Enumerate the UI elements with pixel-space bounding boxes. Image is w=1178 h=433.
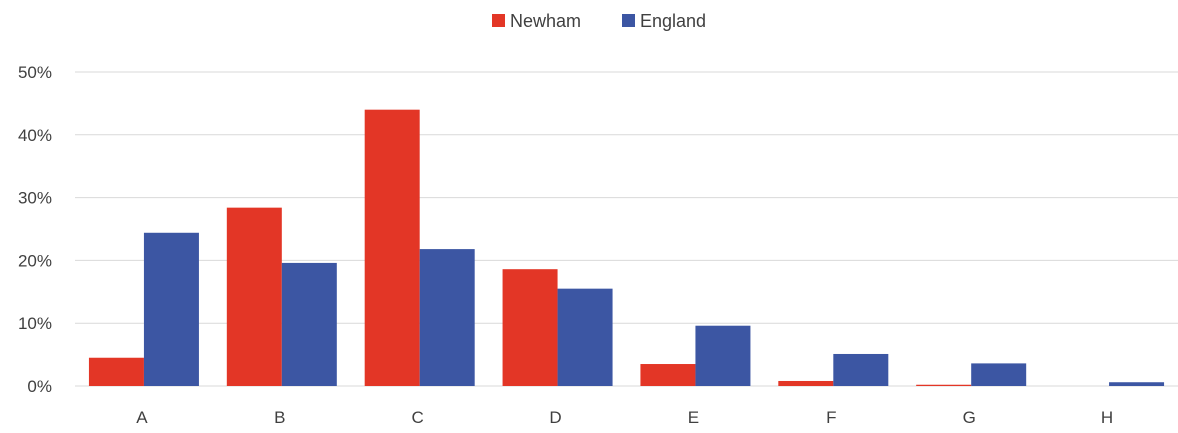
x-tick-label: F: [826, 408, 836, 427]
bar-england-a: [143, 232, 199, 386]
y-tick-label: 0%: [27, 377, 52, 396]
bar-newham-e: [640, 364, 696, 386]
legend: Newham England: [492, 11, 706, 31]
x-tick-label: B: [274, 408, 285, 427]
legend-swatch-england: [622, 14, 635, 27]
legend-label-england: England: [640, 11, 706, 31]
legend-swatch-newham: [492, 14, 505, 27]
bar-newham-f: [778, 380, 834, 386]
bar-england-e: [695, 325, 751, 386]
y-tick-label: 50%: [18, 63, 52, 82]
x-axis-ticks: A B C D E F G H: [136, 408, 1113, 427]
y-tick-label: 30%: [18, 189, 52, 208]
y-tick-label: 10%: [18, 314, 52, 333]
bar-england-b: [281, 262, 337, 386]
bar-england-d: [557, 288, 613, 386]
bar-newham-a: [88, 357, 144, 386]
x-tick-label: C: [412, 408, 424, 427]
y-tick-label: 40%: [18, 126, 52, 145]
x-tick-label: H: [1101, 408, 1113, 427]
bar-england-h: [1109, 382, 1165, 386]
bar-newham-d: [502, 269, 558, 386]
y-tick-label: 20%: [18, 251, 52, 270]
bars: [88, 109, 1165, 387]
x-tick-label: A: [136, 408, 148, 427]
x-tick-label: G: [963, 408, 976, 427]
bar-england-c: [419, 249, 475, 386]
x-tick-label: E: [688, 408, 699, 427]
bar-england-g: [971, 363, 1027, 386]
bar-newham-c: [364, 109, 420, 387]
bar-newham-g: [916, 384, 972, 386]
legend-label-newham: Newham: [510, 11, 581, 31]
y-axis-ticks: 0% 10% 20% 30% 40% 50%: [18, 63, 52, 396]
x-tick-label: D: [549, 408, 561, 427]
bar-england-f: [833, 353, 889, 386]
bar-newham-b: [226, 207, 282, 386]
